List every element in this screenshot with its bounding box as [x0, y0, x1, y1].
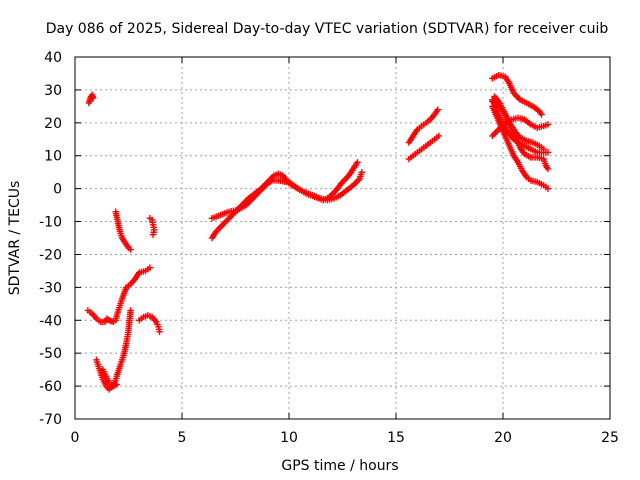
data-point [538, 111, 545, 118]
data-point [127, 246, 134, 253]
data-point [146, 264, 154, 271]
y-tick-label: -60 [39, 379, 62, 395]
x-tick-label: 25 [601, 430, 619, 446]
data-point [435, 132, 442, 140]
y-tick-label: 10 [44, 149, 62, 165]
data-point [354, 159, 361, 166]
data-points [84, 71, 552, 393]
y-tick-label: -20 [39, 247, 62, 263]
y-tick-labels: -70 -60 -50 -40 -30 -20 -10 0 10 20 30 40 [39, 50, 62, 428]
x-tick-labels: 0 5 10 15 20 25 [71, 430, 619, 446]
x-axis-label: GPS time / hours [281, 458, 398, 474]
y-tick-label: 20 [44, 116, 62, 132]
grid-lines [75, 57, 610, 419]
data-point [156, 328, 163, 335]
y-axis-label: SDTVAR / TECUs [7, 181, 23, 296]
data-point [540, 145, 547, 153]
y-tick-label: -40 [39, 313, 62, 329]
y-tick-label: -10 [39, 215, 62, 231]
data-point [149, 231, 157, 238]
data-point [113, 381, 120, 388]
plot-border [74, 56, 611, 420]
data-point [127, 307, 134, 314]
x-tick-label: 15 [387, 430, 405, 446]
data-point [434, 106, 441, 113]
y-tick-label: 40 [44, 50, 62, 66]
data-point [544, 185, 552, 192]
y-tick-label: 0 [53, 182, 62, 198]
x-tick-label: 5 [178, 430, 187, 446]
x-tick-label: 0 [71, 430, 80, 446]
y-tick-label: 30 [44, 83, 62, 99]
data-point [544, 121, 552, 128]
data-point [358, 168, 365, 176]
x-tick-label: 10 [280, 430, 298, 446]
y-tick-label: -30 [39, 280, 62, 296]
y-tick-label: -70 [39, 412, 62, 428]
axis-ticks [74, 56, 611, 420]
data-point [544, 165, 552, 173]
data-point [544, 149, 552, 156]
y-tick-label: -50 [39, 346, 62, 362]
data-point [89, 94, 97, 102]
chart-title: Day 086 of 2025, Sidereal Day-to-day VTE… [46, 21, 609, 37]
x-tick-label: 20 [494, 430, 512, 446]
